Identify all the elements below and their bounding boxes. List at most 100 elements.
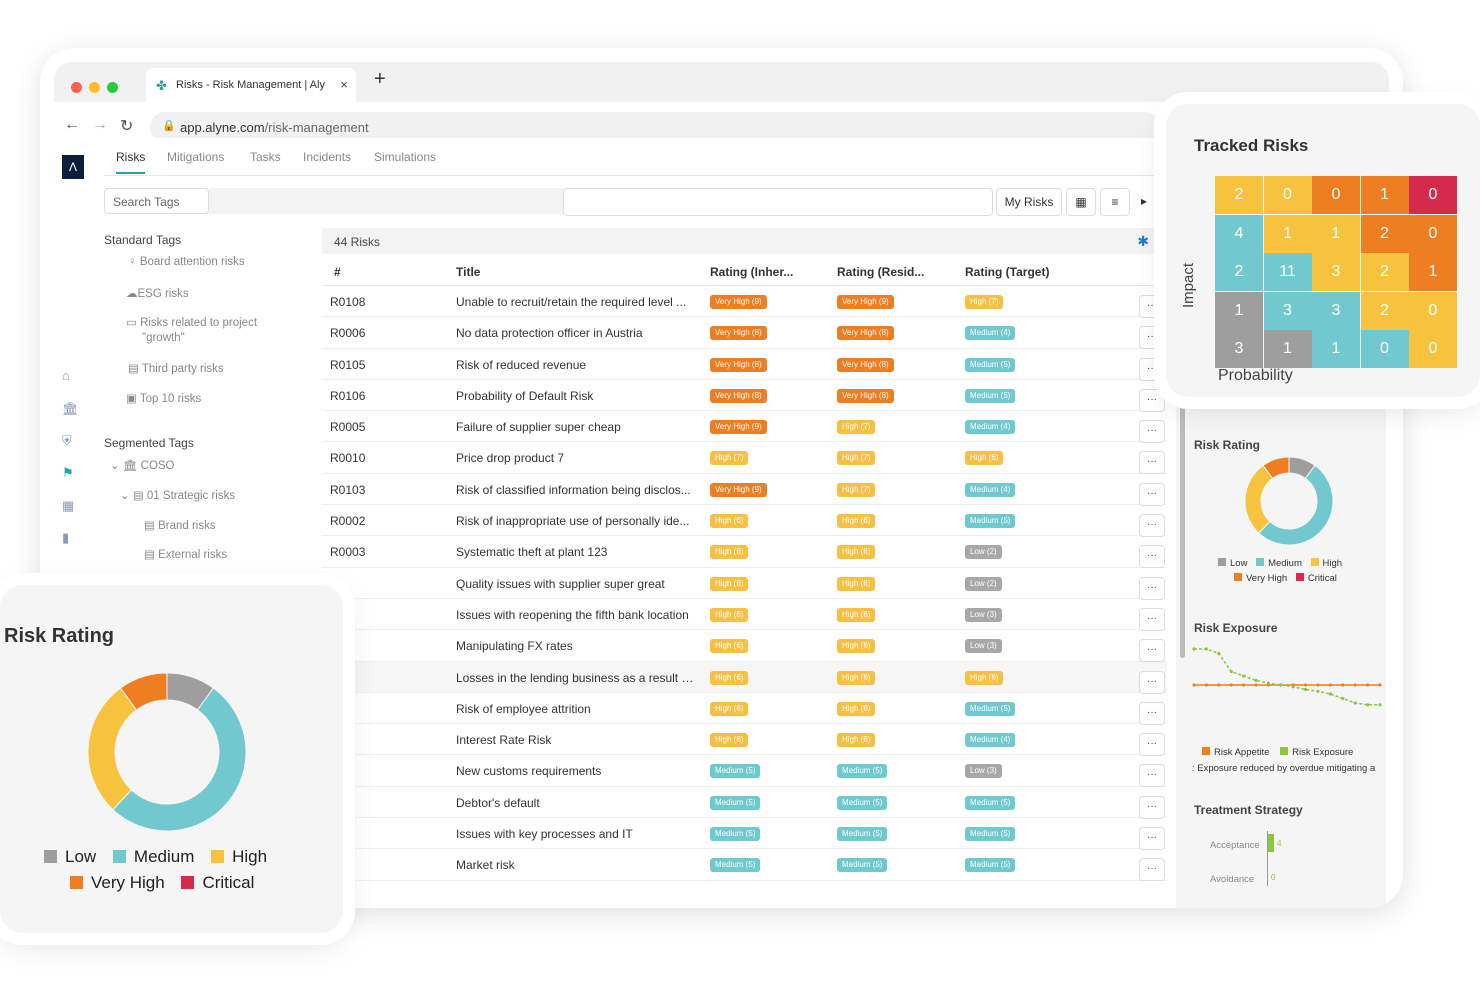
risk-title[interactable]: New customs requirements	[456, 764, 602, 779]
heatmap-cell[interactable]: 0	[1360, 330, 1409, 368]
tag-external[interactable]: ▤ External risks	[144, 549, 228, 561]
risk-title[interactable]: Debtor's default	[456, 795, 540, 810]
risk-id[interactable]: R0105	[330, 357, 366, 372]
row-more-button[interactable]: ···	[1139, 514, 1165, 538]
tag-esg[interactable]: ☁ESG risks	[126, 288, 189, 300]
row-more-button[interactable]: ···	[1139, 357, 1165, 381]
heatmap-cell[interactable]: 3	[1215, 330, 1263, 368]
home-icon[interactable]: ⌂	[62, 368, 70, 383]
heatmap-cell[interactable]: 0	[1312, 176, 1360, 214]
new-tab-icon[interactable]: +	[374, 68, 386, 90]
risk-id[interactable]: R0003	[330, 545, 366, 560]
row-more-button[interactable]: ···	[1139, 295, 1165, 318]
risk-id[interactable]: R0002	[330, 514, 366, 529]
col-id[interactable]: #	[334, 265, 341, 279]
tag-strategic[interactable]: ⌄ ▤ 01 Strategic risks	[120, 490, 236, 502]
risk-title[interactable]: Issues with reopening the fifth bank loc…	[456, 607, 689, 622]
table-row[interactable]: Quality issues with supplier super great…	[322, 568, 1167, 600]
table-row[interactable]: R0106 Probability of Default Risk Very Hig…	[322, 380, 1167, 412]
close-tab-icon[interactable]: ×	[340, 77, 348, 92]
row-more-button[interactable]: ···	[1139, 420, 1165, 444]
risk-title[interactable]: Systematic theft at plant 123	[456, 545, 608, 560]
heatmap-cell[interactable]: 1	[1263, 330, 1312, 368]
heatmap-cell[interactable]: 2	[1215, 253, 1263, 291]
table-row[interactable]: New customs requirements Medium (5) Medium…	[322, 755, 1167, 788]
heatmap-cell[interactable]: 2	[1360, 214, 1409, 253]
filter-icon[interactable]: ≡	[1100, 188, 1130, 216]
tag-third-party[interactable]: ▤ Third party risks	[128, 363, 224, 375]
table-row[interactable]: Issues with reopening the fifth bank loc…	[322, 599, 1167, 631]
heatmap-cell[interactable]: 1	[1360, 176, 1409, 214]
row-more-button[interactable]: ···	[1139, 545, 1165, 569]
flag-icon[interactable]: ⚑	[62, 465, 74, 480]
heatmap-cell[interactable]: 1	[1312, 214, 1360, 253]
heatmap-cell[interactable]: 1	[1312, 330, 1360, 368]
close-window-icon[interactable]	[71, 82, 82, 93]
risk-title[interactable]: Market risk	[456, 858, 515, 873]
table-row[interactable]: R0105 Risk of reduced revenue Very High (8…	[322, 349, 1167, 381]
heatmap-cell[interactable]: 1	[1409, 253, 1457, 291]
row-more-button[interactable]: ···	[1139, 607, 1165, 631]
donut-slice-medium[interactable]	[1258, 464, 1334, 546]
risk-title[interactable]: Losses in the lending business as a resu…	[456, 670, 696, 685]
tag-brand[interactable]: ▤ Brand risks	[144, 520, 216, 532]
reload-icon[interactable]: ↻	[120, 118, 134, 135]
risk-title[interactable]: Failure of supplier super cheap	[456, 420, 621, 435]
risk-title[interactable]: Unable to recruit/retain the required le…	[456, 295, 687, 309]
risk-title[interactable]: Risk of employee attrition	[456, 701, 591, 716]
row-more-button[interactable]: ···	[1139, 733, 1165, 757]
heatmap-cell[interactable]: 0	[1409, 291, 1457, 330]
table-row[interactable]: Issues with key processes and IT Medium (…	[322, 818, 1167, 851]
risk-title[interactable]: Price drop product 7	[456, 451, 565, 466]
risk-id[interactable]: R0006	[330, 326, 366, 341]
heatmap-cell[interactable]: 4	[1215, 214, 1263, 253]
heatmap-cell[interactable]: 3	[1263, 291, 1312, 330]
table-row[interactable]: R0003 Systematic theft at plant 123 High (…	[322, 536, 1167, 569]
col-target[interactable]: Rating (Target)	[965, 265, 1050, 279]
bank-icon[interactable]: 🏛	[62, 401, 79, 416]
play-icon[interactable]: ▸	[1140, 194, 1148, 208]
browser-tab[interactable]: ✤ Risks - Risk Management | Aly ×	[146, 68, 356, 102]
risk-id[interactable]: R0005	[330, 420, 366, 435]
risk-id[interactable]: R0108	[330, 295, 366, 309]
heatmap-cell[interactable]: 2	[1360, 253, 1409, 291]
table-row[interactable]: Risk of employee attrition High (6) High (…	[322, 693, 1167, 725]
row-more-button[interactable]: ···	[1139, 639, 1165, 663]
table-row[interactable]: R0006 No data protection officer in Austr…	[322, 317, 1167, 350]
bar-chart-icon[interactable]: ▮	[62, 530, 70, 545]
row-more-button[interactable]: ···	[1139, 326, 1165, 350]
row-more-button[interactable]: ···	[1139, 764, 1165, 788]
grid-view-icon[interactable]: ▦	[1066, 188, 1096, 216]
forward-icon[interactable]: →	[92, 116, 108, 133]
row-more-button[interactable]: ···	[1139, 795, 1165, 819]
risk-title[interactable]: Interest Rate Risk	[456, 733, 552, 748]
heatmap-cell[interactable]: 0	[1409, 176, 1457, 214]
row-more-button[interactable]: ···	[1139, 701, 1165, 725]
donut-slice-high[interactable]	[87, 687, 138, 811]
row-more-button[interactable]: ···	[1139, 827, 1165, 851]
my-risks-button[interactable]: My Risks	[996, 188, 1062, 216]
heatmap-cell[interactable]: 0	[1263, 176, 1312, 214]
row-more-button[interactable]: ···	[1139, 858, 1165, 882]
col-residual[interactable]: Rating (Resid...	[837, 265, 925, 279]
donut-slice-high[interactable]	[1244, 464, 1274, 534]
tab-incidents[interactable]: Incidents	[303, 150, 352, 164]
tab-risks[interactable]: Risks	[116, 150, 146, 174]
panel-scrollbar[interactable]	[1180, 378, 1185, 658]
row-more-button[interactable]: ···	[1139, 576, 1165, 600]
back-icon[interactable]: ←	[64, 116, 80, 133]
donut-slice-medium[interactable]	[112, 687, 247, 832]
maximize-window-icon[interactable]	[107, 82, 118, 93]
table-row[interactable]: R0103 Risk of classified information bein…	[322, 474, 1167, 506]
risk-id[interactable]: R0103	[330, 482, 366, 497]
address-bar[interactable]: 🔒 app.alyne.com/risk-management	[150, 112, 1160, 142]
row-more-button[interactable]: ···	[1139, 482, 1165, 506]
tab-simulations[interactable]: Simulations	[374, 150, 437, 164]
tag-coso[interactable]: ⌄ 🏛 COSO	[110, 460, 175, 472]
table-row[interactable]: Manipulating FX rates High (6) High (6) Low…	[322, 630, 1167, 663]
risk-title[interactable]: Risk of inappropriate use of personally …	[456, 514, 690, 529]
heatmap-cell[interactable]: 2	[1360, 291, 1409, 330]
row-more-button[interactable]: ···	[1139, 388, 1165, 412]
app-logo[interactable]: Λ	[62, 155, 84, 179]
risk-title[interactable]: Issues with key processes and IT	[456, 827, 633, 842]
